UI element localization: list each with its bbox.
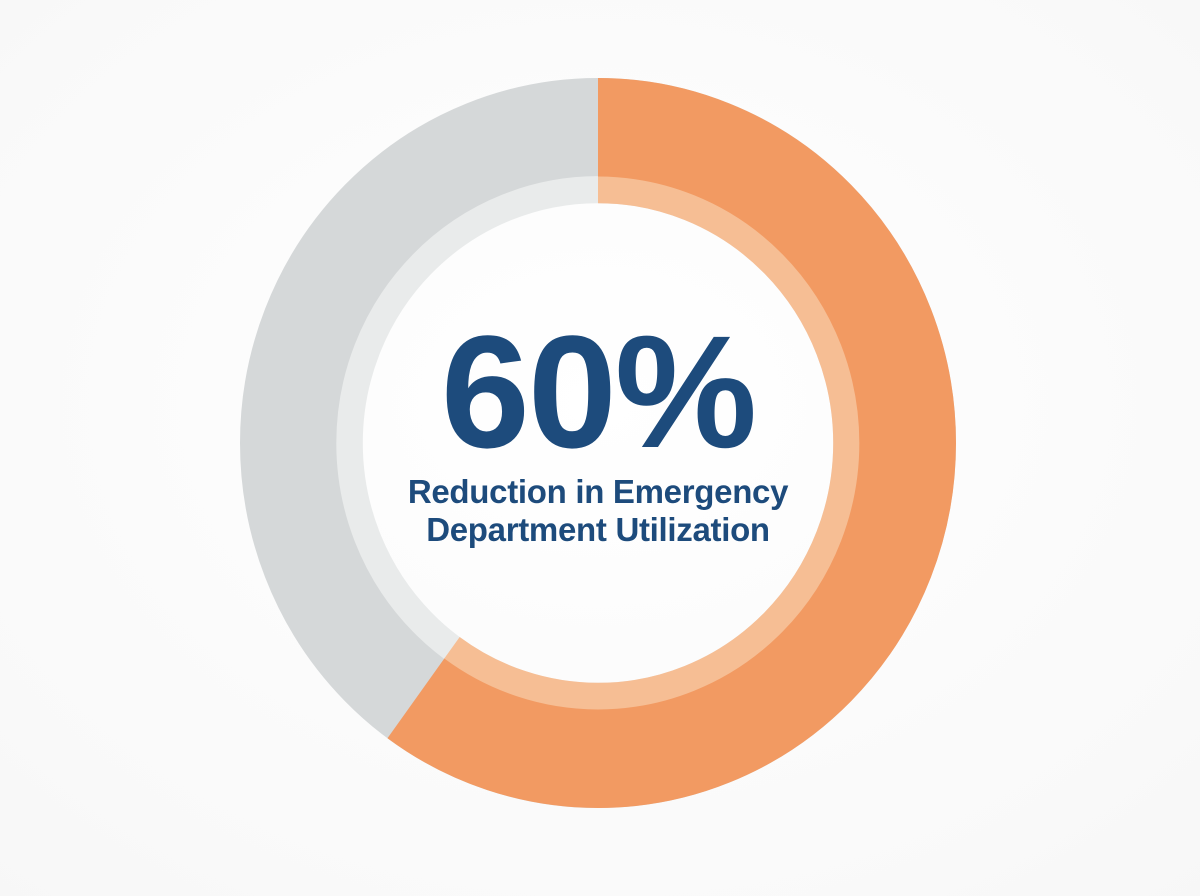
donut-center-label: Reduction in Emergency Department Utiliz… (240, 473, 956, 549)
donut-filled-arc (240, 78, 956, 808)
donut-center-label-line1: Reduction in Emergency (407, 473, 789, 510)
donut-chart-svg (240, 78, 956, 808)
donut-center-value: 60% (440, 302, 757, 481)
donut-chart (240, 78, 956, 808)
donut-center-label-line2: Department Utilization (426, 511, 770, 548)
donut-center-text: 60% Reduction in Emergency Department Ut… (240, 312, 956, 549)
donut-filled-inner-band-arc (336, 176, 860, 710)
